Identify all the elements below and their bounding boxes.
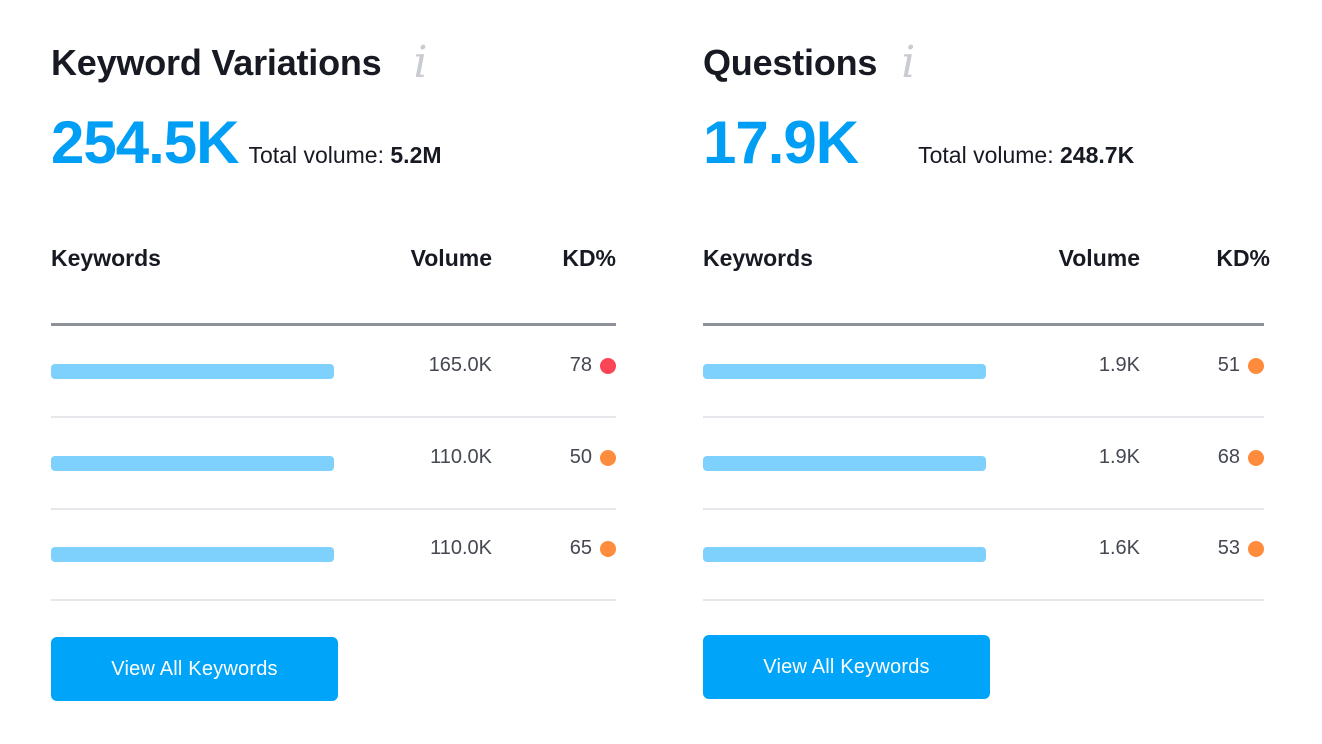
view-all-keywords-button[interactable]: View All Keywords xyxy=(51,637,338,701)
kd-cell: 50 xyxy=(570,446,616,469)
volume-cell: 110.0K xyxy=(430,537,492,559)
view-all-keywords-button[interactable]: View All Keywords xyxy=(703,635,990,699)
kd-cell: 78 xyxy=(570,354,616,377)
info-icon[interactable]: i xyxy=(901,37,916,88)
volume-cell: 110.0K xyxy=(430,446,492,468)
table-header: Keywords Volume KD% xyxy=(703,245,1270,275)
column-header-keywords[interactable]: Keywords xyxy=(51,245,161,271)
row-divider xyxy=(51,416,616,418)
panel-title: Questions xyxy=(703,42,878,83)
column-header-kd[interactable]: KD% xyxy=(562,245,616,271)
row-divider xyxy=(703,416,1264,418)
stats-row: 17.9K Total volume: 248.7K xyxy=(703,108,1134,177)
header-divider xyxy=(51,323,616,326)
volume-cell: 1.9K xyxy=(1098,354,1140,376)
volume-cell: 1.6K xyxy=(1098,537,1140,559)
stats-row: 254.5K Total volume: 5.2M xyxy=(51,108,442,177)
info-icon[interactable]: i xyxy=(413,37,428,88)
kd-value: 50 xyxy=(569,446,592,468)
kd-dot-icon xyxy=(1248,540,1264,557)
kd-dot-icon xyxy=(1248,449,1264,466)
total-volume-value: 248.7K xyxy=(1060,142,1135,168)
kd-value: 78 xyxy=(569,354,592,376)
keyword-count: 254.5K xyxy=(51,109,239,176)
panel-title: Keyword Variations xyxy=(51,42,382,83)
kd-value: 53 xyxy=(1217,537,1240,559)
total-volume-label: Total volume: xyxy=(248,142,391,168)
volume-cell: 165.0K xyxy=(428,354,492,376)
column-header-kd[interactable]: KD% xyxy=(1216,245,1270,271)
total-volume: Total volume: 248.7K xyxy=(918,142,1134,169)
volume-cell: 1.9K xyxy=(1098,446,1140,468)
kd-dot-icon xyxy=(1248,357,1264,374)
kd-value: 68 xyxy=(1217,446,1240,468)
total-volume-value: 5.2M xyxy=(390,142,442,168)
row-divider xyxy=(51,599,616,601)
keyword-link-placeholder[interactable] xyxy=(51,364,334,379)
panel-header: Keyword Variations i xyxy=(51,38,428,88)
question-count: 17.9K xyxy=(703,109,859,176)
table-row: 1.6K 53 xyxy=(703,509,1270,601)
table-row: 110.0K 50 xyxy=(51,418,616,510)
column-header-keywords[interactable]: Keywords xyxy=(703,245,813,271)
keyword-variations-panel: Keyword Variations i 254.5K Total volume… xyxy=(51,0,616,744)
kd-dot-icon xyxy=(600,540,616,557)
column-header-volume[interactable]: Volume xyxy=(1058,245,1140,271)
kd-dot-icon xyxy=(600,357,616,374)
table-row: 110.0K 65 xyxy=(51,509,616,601)
kd-cell: 68 xyxy=(1218,446,1264,469)
total-volume: Total volume: 5.2M xyxy=(248,142,441,169)
keyword-link-placeholder[interactable] xyxy=(51,456,334,471)
questions-panel: Questions i 17.9K Total volume: 248.7K K… xyxy=(703,0,1270,744)
table-header: Keywords Volume KD% xyxy=(51,245,616,275)
kd-cell: 65 xyxy=(570,537,616,560)
kd-value: 65 xyxy=(569,537,592,559)
table-row: 165.0K 78 xyxy=(51,326,616,418)
column-header-volume[interactable]: Volume xyxy=(410,245,492,271)
kd-value: 51 xyxy=(1217,354,1240,376)
panel-header: Questions i xyxy=(703,38,915,88)
keyword-link-placeholder[interactable] xyxy=(51,547,334,562)
keyword-link-placeholder[interactable] xyxy=(703,547,986,562)
keyword-link-placeholder[interactable] xyxy=(703,456,986,471)
table-row: 1.9K 51 xyxy=(703,326,1270,418)
row-divider xyxy=(703,508,1264,510)
row-divider xyxy=(703,599,1264,601)
kd-cell: 53 xyxy=(1218,537,1264,560)
row-divider xyxy=(51,508,616,510)
header-divider xyxy=(703,323,1264,326)
table-row: 1.9K 68 xyxy=(703,418,1270,510)
kd-cell: 51 xyxy=(1218,354,1264,377)
keyword-link-placeholder[interactable] xyxy=(703,364,986,379)
kd-dot-icon xyxy=(600,449,616,466)
total-volume-label: Total volume: xyxy=(918,142,1061,168)
